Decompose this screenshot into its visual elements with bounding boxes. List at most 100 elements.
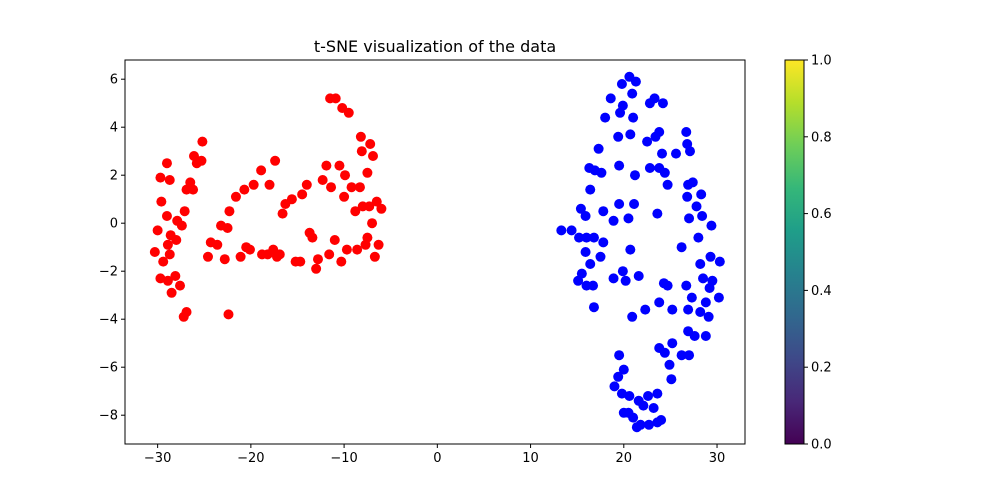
y-tick-label: −2 xyxy=(99,265,118,280)
data-point xyxy=(166,287,177,298)
x-tick-label: 20 xyxy=(616,451,633,466)
data-point xyxy=(161,211,172,221)
y-tick-label: −8 xyxy=(99,409,118,424)
data-point xyxy=(336,256,347,267)
data-point xyxy=(654,297,665,308)
data-point xyxy=(617,266,628,277)
data-point xyxy=(629,199,640,209)
data-point xyxy=(681,280,692,291)
data-point xyxy=(362,167,373,178)
data-point xyxy=(608,273,619,284)
data-point xyxy=(588,280,599,291)
data-point xyxy=(615,107,626,118)
data-point xyxy=(614,199,625,209)
data-point xyxy=(605,93,616,104)
data-point xyxy=(640,304,651,315)
data-point xyxy=(691,201,702,212)
data-point xyxy=(574,232,585,243)
data-point xyxy=(373,239,384,250)
data-point xyxy=(224,206,235,217)
data-point xyxy=(630,76,641,87)
data-point xyxy=(625,244,636,255)
data-point xyxy=(176,220,187,231)
data-point xyxy=(588,232,599,243)
data-point xyxy=(164,175,175,185)
plot-frame xyxy=(124,59,746,445)
data-point xyxy=(656,415,667,425)
data-point xyxy=(666,374,677,385)
data-point xyxy=(369,251,380,262)
data-point xyxy=(624,391,635,401)
data-point xyxy=(697,211,708,221)
data-point xyxy=(628,112,639,123)
data-point xyxy=(350,206,361,217)
data-point xyxy=(705,251,716,262)
data-point xyxy=(566,225,577,236)
data-point xyxy=(324,249,335,260)
data-point xyxy=(230,191,241,202)
x-tick-label: −30 xyxy=(144,451,171,466)
colorbar: 0.0 0.2 0.4 0.6 0.8 1.0 xyxy=(784,54,832,453)
data-point xyxy=(585,184,596,195)
data-point xyxy=(654,127,665,137)
data-point xyxy=(643,419,654,430)
data-point xyxy=(301,179,312,190)
colorbar-frame xyxy=(784,59,805,445)
data-point xyxy=(181,307,192,317)
series-0 xyxy=(149,93,387,322)
data-point xyxy=(256,165,267,176)
data-point xyxy=(171,235,182,245)
data-point xyxy=(616,79,627,89)
data-point xyxy=(644,163,655,173)
data-point xyxy=(175,280,186,291)
data-point xyxy=(662,179,673,190)
data-point xyxy=(219,254,230,265)
data-point xyxy=(633,271,644,281)
data-point xyxy=(629,170,640,181)
data-point xyxy=(325,93,336,104)
data-point xyxy=(704,283,715,293)
data-point xyxy=(684,213,695,224)
data-point xyxy=(608,215,619,226)
data-point xyxy=(676,350,687,361)
data-point xyxy=(644,98,655,109)
data-point xyxy=(334,160,345,171)
data-point xyxy=(365,139,376,149)
data-point xyxy=(212,239,223,250)
data-point xyxy=(311,263,322,274)
data-point xyxy=(277,208,288,219)
colorbar-tick-label: 0.0 xyxy=(811,438,832,453)
data-point xyxy=(643,391,654,401)
data-point xyxy=(714,256,725,267)
data-point xyxy=(581,232,592,243)
colorbar-tick-label: 0.6 xyxy=(811,207,832,222)
x-tick-label: −20 xyxy=(237,451,264,466)
data-point xyxy=(346,182,357,193)
data-point xyxy=(614,160,625,171)
y-tick-label: 4 xyxy=(110,121,118,136)
data-point xyxy=(164,249,175,260)
data-point xyxy=(326,182,337,193)
data-point xyxy=(170,271,181,281)
data-point xyxy=(713,292,724,303)
data-point xyxy=(623,213,634,224)
data-point xyxy=(682,191,693,202)
data-point xyxy=(155,172,166,183)
data-point xyxy=(307,232,318,243)
data-point xyxy=(600,112,611,123)
data-point xyxy=(627,311,638,322)
data-point xyxy=(693,232,704,243)
data-point xyxy=(613,131,624,142)
data-point xyxy=(248,179,259,190)
data-point xyxy=(222,223,233,233)
data-point xyxy=(202,251,213,262)
y-axis: −8 −6 −4 −2 0 2 4 6 xyxy=(99,73,125,424)
data-point xyxy=(188,184,199,195)
data-point xyxy=(667,304,678,315)
points-layer xyxy=(149,71,725,433)
data-point xyxy=(197,136,208,147)
data-point xyxy=(684,146,695,157)
colorbar-tick-label: 0.8 xyxy=(811,130,832,145)
